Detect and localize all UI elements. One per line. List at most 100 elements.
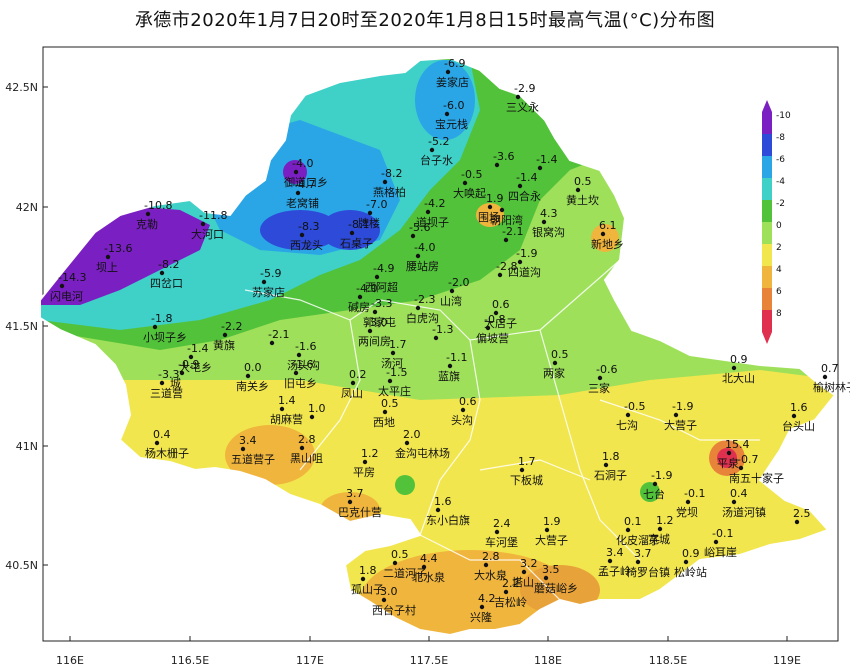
station-dot (794, 519, 800, 525)
station-dot (159, 380, 165, 386)
station-dot (635, 559, 641, 565)
station: -1.9 七台 (643, 469, 672, 501)
station: 2.2 吉松岭 (494, 577, 527, 609)
station-name: 大屯乡 (179, 360, 212, 374)
station: -1.6 旧屯乡 (284, 358, 317, 390)
station-value: -6.0 (443, 99, 464, 112)
station-dot (152, 324, 158, 330)
station: 3.2 塔山 (512, 557, 538, 589)
station: 0.2 凤山 (341, 368, 367, 400)
colorbar-swatch (762, 156, 772, 178)
station-name: 台子水 (420, 153, 453, 167)
station-name: 南关乡 (236, 379, 269, 393)
station-name: 偏坡营 (476, 331, 509, 345)
station-dot (519, 467, 525, 473)
station-name: 下板城 (510, 473, 543, 487)
station: 2.0 金沟屯林场 (395, 428, 450, 460)
station-dot (296, 352, 302, 358)
colorbar-label: 8 (776, 309, 782, 319)
station-value: -5.6 (409, 221, 430, 234)
station-value: 0.5 (381, 397, 399, 410)
station-name: 峪耳崖 (704, 546, 737, 559)
lat-tick: 40.5N (5, 559, 38, 572)
station-dot (390, 350, 396, 356)
station: -6.9 姜家店 (436, 57, 469, 89)
colorbar-swatch (762, 266, 772, 288)
station-dot (362, 459, 368, 465)
colorbar-swatch (762, 178, 772, 200)
station-name: 旧屯乡 (284, 377, 317, 390)
station: -1.9 大营子 (664, 400, 697, 432)
station-dot (603, 462, 609, 468)
station-name: 五道营子 (231, 452, 275, 466)
station: 0.9 松岭站 (674, 547, 707, 579)
colorbar-label: -8 (776, 133, 785, 143)
station-value: -10.8 (144, 199, 172, 212)
station-name: 围场 (478, 210, 500, 224)
station-dot (299, 445, 305, 451)
county-boundaries (244, 259, 760, 601)
station-dot (791, 413, 797, 419)
station-name: 郭家屯 (363, 315, 396, 329)
station-value: 0.6 (459, 395, 477, 408)
station: -1.4 (536, 153, 557, 171)
station-value: 1.4 (278, 394, 296, 407)
station: -0.9 城 (170, 358, 199, 390)
station: -1.1 蓝旗 (438, 351, 467, 383)
station-name: 四合永 (508, 189, 541, 203)
station-dot (657, 526, 663, 532)
station-name: 道坝子 (416, 215, 449, 229)
station-dot (445, 69, 451, 75)
station-dot (387, 378, 393, 384)
station-dot (597, 375, 603, 381)
station-value: 1.0 (308, 402, 326, 415)
station-dot (517, 259, 523, 265)
station-value: -3.3 (158, 368, 179, 381)
station-name: 金沟屯林场 (395, 446, 450, 460)
station-dot (309, 414, 315, 420)
station: 0.5 黄土坎 (566, 175, 599, 207)
station: -3.0 两间房 (358, 316, 391, 348)
station: 0.9 北大山 (722, 353, 755, 385)
station-dot (279, 406, 285, 412)
station-value: 1.9 (543, 515, 561, 528)
station-dot (731, 499, 737, 505)
station-name: 化皮溜子 (616, 533, 660, 547)
station-value: -2.0 (448, 276, 469, 289)
station-dot (625, 412, 631, 418)
station-name: 南五十家子 (729, 471, 784, 485)
station-dot (404, 440, 410, 446)
station-dot (179, 370, 185, 376)
station-value: -2.1 (502, 225, 523, 238)
station-value: 1.6 (434, 495, 452, 508)
station: 15.4 平泉 (717, 438, 750, 470)
station: -1.9 四道沟 (508, 247, 541, 279)
station-dot (382, 409, 388, 415)
station: 3.0 西台子村 (372, 585, 416, 617)
station-dot (349, 230, 355, 236)
station: 3.7 巴克什营 (338, 487, 382, 519)
station-value: 3.2 (520, 557, 538, 570)
map-title: 承德市2020年1月7日20时至2020年1月8日15时最高气温(°C)分布图 (134, 10, 716, 31)
lon-tick: 117E (296, 654, 324, 667)
station-value: -1.4 (536, 153, 557, 166)
station: -0.6 三家 (588, 363, 617, 395)
station-value: 1.7 (389, 338, 407, 351)
station-value: 4.4 (420, 552, 438, 565)
station-dot (822, 374, 828, 380)
station-dot (188, 354, 194, 360)
station-name: 闪电河 (50, 289, 83, 303)
station-value: 0.5 (391, 548, 409, 561)
station-name: 西阿超 (365, 280, 398, 294)
colorbar-cap-top (762, 100, 772, 112)
station-name: 汤道河镇 (722, 505, 766, 519)
station-value: -6.9 (444, 57, 465, 70)
station-dot (726, 450, 732, 456)
station: -1.4 大屯乡 (179, 342, 212, 374)
station: -0.5 七沟 (616, 400, 645, 432)
station-value: -0.7 (737, 453, 758, 466)
station-name: 三道营 (150, 386, 183, 400)
station-name: 凤山 (341, 387, 363, 400)
station-name: 大唤起 (453, 186, 486, 200)
station: -2.1 (268, 328, 289, 346)
